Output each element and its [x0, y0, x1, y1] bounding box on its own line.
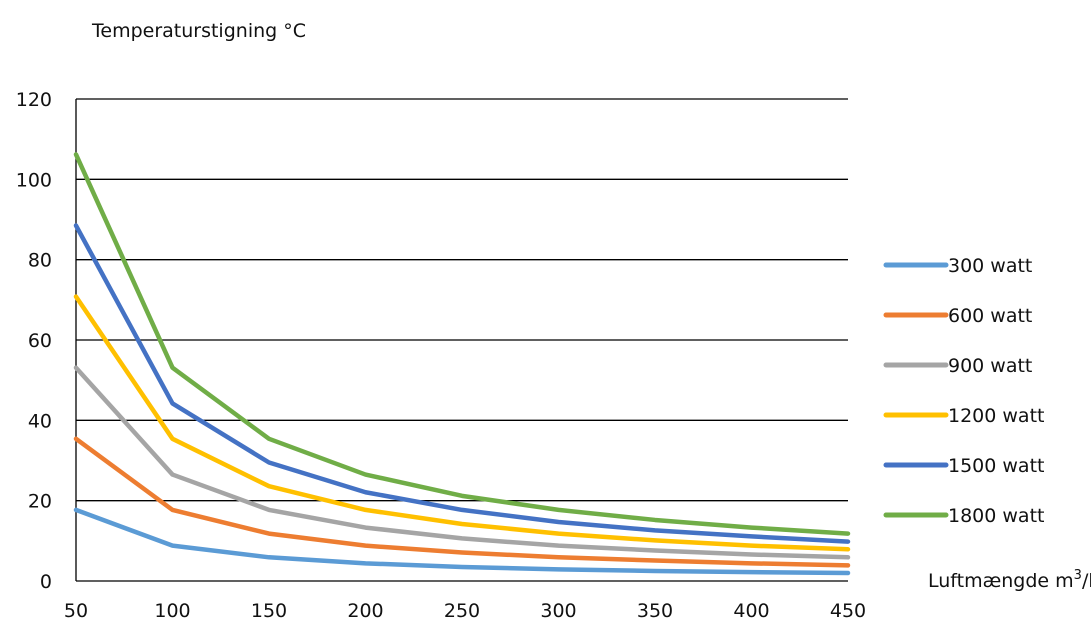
legend-label: 1800 watt [948, 505, 1044, 527]
legend-label: 1500 watt [948, 455, 1044, 477]
legend: 300 watt 600 watt 900 watt 1200 watt 1500 wa… [883, 255, 1044, 527]
y-tick-label: 100 [16, 169, 52, 191]
series-line-1200-watt [73, 294, 851, 552]
legend-label: 900 watt [948, 355, 1032, 377]
series-line-600-watt [73, 436, 851, 568]
y-tick-label: 80 [28, 250, 52, 272]
x-axis-label-unit: /h [1082, 570, 1091, 592]
y-tick-label: 60 [28, 330, 52, 352]
x-tick-label: 350 [637, 600, 673, 622]
x-tick-label: 200 [347, 600, 383, 622]
x-axis-label-superscript: 3 [1074, 568, 1082, 583]
y-tick-label: 120 [16, 89, 52, 111]
legend-label: 300 watt [948, 255, 1032, 277]
gridlines [75, 98, 848, 582]
x-tick-label: 50 [64, 600, 88, 622]
series-line-300-watt [73, 507, 851, 576]
chart-title: Temperaturstigning °C [91, 20, 306, 42]
x-axis-label-text: Luftmængde m [928, 570, 1074, 592]
x-tick-label: 400 [733, 600, 769, 622]
x-tick-label: 150 [251, 600, 287, 622]
y-tick-label: 20 [28, 491, 52, 513]
legend-label: 1200 watt [948, 405, 1044, 427]
x-tick-label: 100 [154, 600, 190, 622]
x-axis-label: Luftmængde m3/h [928, 568, 1091, 592]
x-tick-label: 450 [830, 600, 866, 622]
series-lines [73, 152, 851, 576]
y-tick-label: 40 [28, 410, 52, 432]
x-axis-ticks: 50 100 150 200 250 300 350 400 450 [64, 600, 866, 622]
series-line-1800-watt [73, 152, 851, 536]
series-line-900-watt [73, 365, 851, 560]
y-axis-ticks: 0 20 40 60 80 100 120 [16, 89, 52, 593]
series-line-1500-watt [73, 223, 851, 544]
x-tick-label: 300 [540, 600, 576, 622]
legend-label: 600 watt [948, 305, 1032, 327]
y-tick-label: 0 [40, 571, 52, 593]
x-tick-label: 250 [444, 600, 480, 622]
